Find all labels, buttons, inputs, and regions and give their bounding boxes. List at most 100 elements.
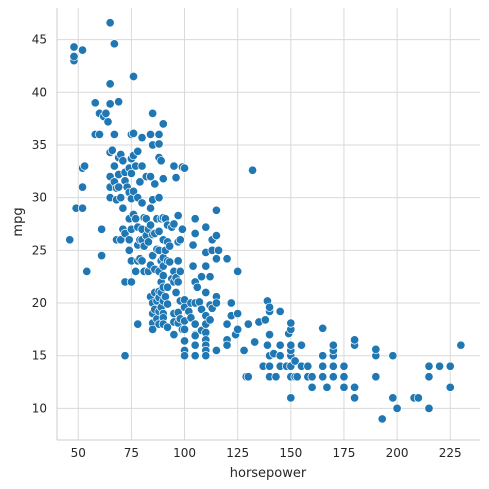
x-tick-label: 75 bbox=[124, 446, 139, 460]
data-point bbox=[265, 302, 275, 312]
data-point bbox=[205, 315, 215, 325]
x-axis-label: horsepower bbox=[230, 466, 307, 481]
data-point bbox=[328, 372, 338, 382]
data-point bbox=[179, 163, 190, 173]
data-point bbox=[424, 361, 434, 371]
x-tick-label: 225 bbox=[439, 446, 462, 460]
data-point bbox=[94, 129, 105, 139]
data-point bbox=[179, 336, 190, 346]
data-point bbox=[120, 228, 130, 239]
data-point bbox=[148, 108, 158, 118]
data-point bbox=[292, 372, 302, 382]
data-point bbox=[162, 299, 173, 309]
data-point bbox=[105, 79, 115, 89]
data-point bbox=[179, 324, 190, 334]
data-point bbox=[124, 245, 134, 255]
data-point bbox=[145, 172, 156, 182]
data-point bbox=[222, 319, 232, 329]
data-point bbox=[131, 266, 141, 276]
data-point bbox=[109, 161, 119, 171]
data-point bbox=[133, 319, 143, 329]
data-point bbox=[177, 224, 187, 234]
data-point bbox=[190, 351, 200, 361]
data-points bbox=[65, 18, 466, 424]
data-point bbox=[109, 39, 119, 49]
data-point bbox=[128, 186, 139, 196]
data-point bbox=[80, 161, 90, 171]
data-point bbox=[371, 372, 381, 382]
x-tick-label: 175 bbox=[333, 446, 356, 460]
data-point bbox=[211, 298, 221, 308]
data-point bbox=[275, 306, 285, 316]
data-point bbox=[188, 261, 198, 271]
data-point bbox=[77, 203, 88, 213]
data-point bbox=[214, 245, 224, 255]
data-point bbox=[131, 214, 141, 224]
data-point bbox=[107, 145, 117, 155]
data-point bbox=[424, 372, 434, 382]
data-point bbox=[90, 98, 100, 108]
data-point bbox=[445, 361, 455, 371]
y-tick-label: 30 bbox=[32, 191, 47, 205]
data-point bbox=[290, 356, 300, 366]
data-point bbox=[371, 344, 381, 354]
data-point bbox=[118, 156, 128, 166]
data-point bbox=[175, 266, 185, 276]
data-point bbox=[97, 224, 107, 234]
data-point bbox=[339, 361, 349, 371]
data-point bbox=[148, 324, 158, 334]
data-point bbox=[350, 393, 360, 403]
y-tick-label: 15 bbox=[32, 349, 47, 363]
y-tick-label: 10 bbox=[32, 401, 47, 415]
data-point bbox=[350, 382, 360, 392]
data-point bbox=[162, 322, 173, 332]
x-tick-label: 125 bbox=[226, 446, 249, 460]
data-point bbox=[190, 340, 200, 350]
data-point bbox=[243, 372, 253, 382]
data-point bbox=[190, 331, 200, 341]
data-point bbox=[265, 330, 275, 340]
data-point bbox=[116, 193, 126, 203]
data-point bbox=[339, 372, 349, 382]
data-point bbox=[173, 211, 183, 221]
data-point bbox=[101, 108, 111, 118]
data-point bbox=[114, 97, 124, 107]
data-point bbox=[135, 177, 145, 187]
data-point bbox=[392, 403, 402, 413]
data-point bbox=[186, 313, 196, 323]
data-point bbox=[211, 345, 221, 355]
x-tick-label: 200 bbox=[386, 446, 409, 460]
data-point bbox=[175, 235, 185, 245]
data-point bbox=[307, 372, 317, 382]
data-point bbox=[188, 240, 198, 250]
data-point bbox=[156, 156, 166, 166]
data-point bbox=[201, 261, 211, 271]
data-point bbox=[239, 345, 249, 355]
data-point bbox=[196, 272, 207, 282]
data-point bbox=[148, 251, 158, 261]
x-tick-label: 50 bbox=[71, 446, 86, 460]
data-point bbox=[286, 340, 296, 350]
data-point bbox=[173, 277, 183, 287]
data-point bbox=[143, 237, 153, 247]
data-point bbox=[196, 304, 207, 314]
data-point bbox=[137, 133, 147, 143]
data-point bbox=[162, 282, 173, 292]
data-point bbox=[286, 318, 296, 328]
data-point bbox=[154, 193, 164, 203]
data-point bbox=[145, 203, 156, 213]
data-point bbox=[169, 219, 179, 229]
y-tick-label: 25 bbox=[32, 243, 47, 257]
data-point bbox=[226, 298, 236, 308]
data-point bbox=[388, 393, 398, 403]
data-point bbox=[190, 214, 200, 224]
data-point bbox=[137, 256, 147, 266]
data-point bbox=[118, 203, 128, 213]
data-point bbox=[233, 309, 243, 319]
data-point bbox=[158, 174, 168, 184]
data-point bbox=[120, 351, 130, 361]
data-point bbox=[303, 361, 313, 371]
y-tick-label: 20 bbox=[32, 296, 47, 310]
data-point bbox=[128, 71, 139, 82]
data-point bbox=[424, 403, 434, 413]
